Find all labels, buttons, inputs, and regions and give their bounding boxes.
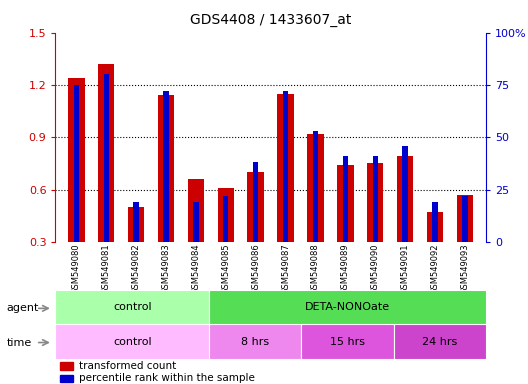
Bar	[307, 134, 324, 242]
Bar	[163, 91, 169, 242]
Bar	[253, 162, 258, 242]
Text: 8 hrs: 8 hrs	[241, 337, 269, 347]
Text: GDS4408 / 1433607_at: GDS4408 / 1433607_at	[190, 13, 351, 27]
Bar	[55, 324, 209, 359]
Bar	[187, 179, 204, 242]
Bar	[60, 374, 73, 382]
Bar	[372, 156, 378, 242]
Bar	[74, 85, 79, 242]
Bar	[283, 91, 288, 242]
Text: DETA-NONOate: DETA-NONOate	[305, 302, 390, 312]
Bar	[277, 94, 294, 242]
Bar	[367, 164, 383, 242]
Bar	[432, 202, 438, 242]
Bar	[393, 324, 486, 359]
Bar	[55, 290, 209, 324]
Bar	[313, 131, 318, 242]
Bar	[462, 196, 467, 242]
Bar	[209, 290, 486, 324]
Bar	[209, 324, 301, 359]
Bar	[103, 74, 109, 242]
Bar	[457, 195, 473, 242]
Bar	[223, 196, 229, 242]
Bar	[128, 207, 144, 242]
Bar	[193, 202, 199, 242]
Bar	[343, 156, 348, 242]
Text: transformed count: transformed count	[79, 361, 176, 371]
Bar	[337, 165, 354, 242]
Bar	[218, 188, 234, 242]
Text: time: time	[7, 338, 32, 348]
Bar	[158, 95, 174, 242]
Text: agent: agent	[7, 303, 39, 313]
Text: 15 hrs: 15 hrs	[330, 337, 365, 347]
Bar	[248, 172, 264, 242]
Bar	[301, 324, 393, 359]
Bar	[397, 156, 413, 242]
Text: 24 hrs: 24 hrs	[422, 337, 457, 347]
Text: control: control	[113, 337, 152, 347]
Text: control: control	[113, 302, 152, 312]
Text: percentile rank within the sample: percentile rank within the sample	[79, 373, 255, 383]
Bar	[98, 64, 115, 242]
Bar	[60, 362, 73, 369]
Bar	[68, 78, 84, 242]
Bar	[134, 202, 139, 242]
Bar	[402, 146, 408, 242]
Bar	[427, 212, 443, 242]
